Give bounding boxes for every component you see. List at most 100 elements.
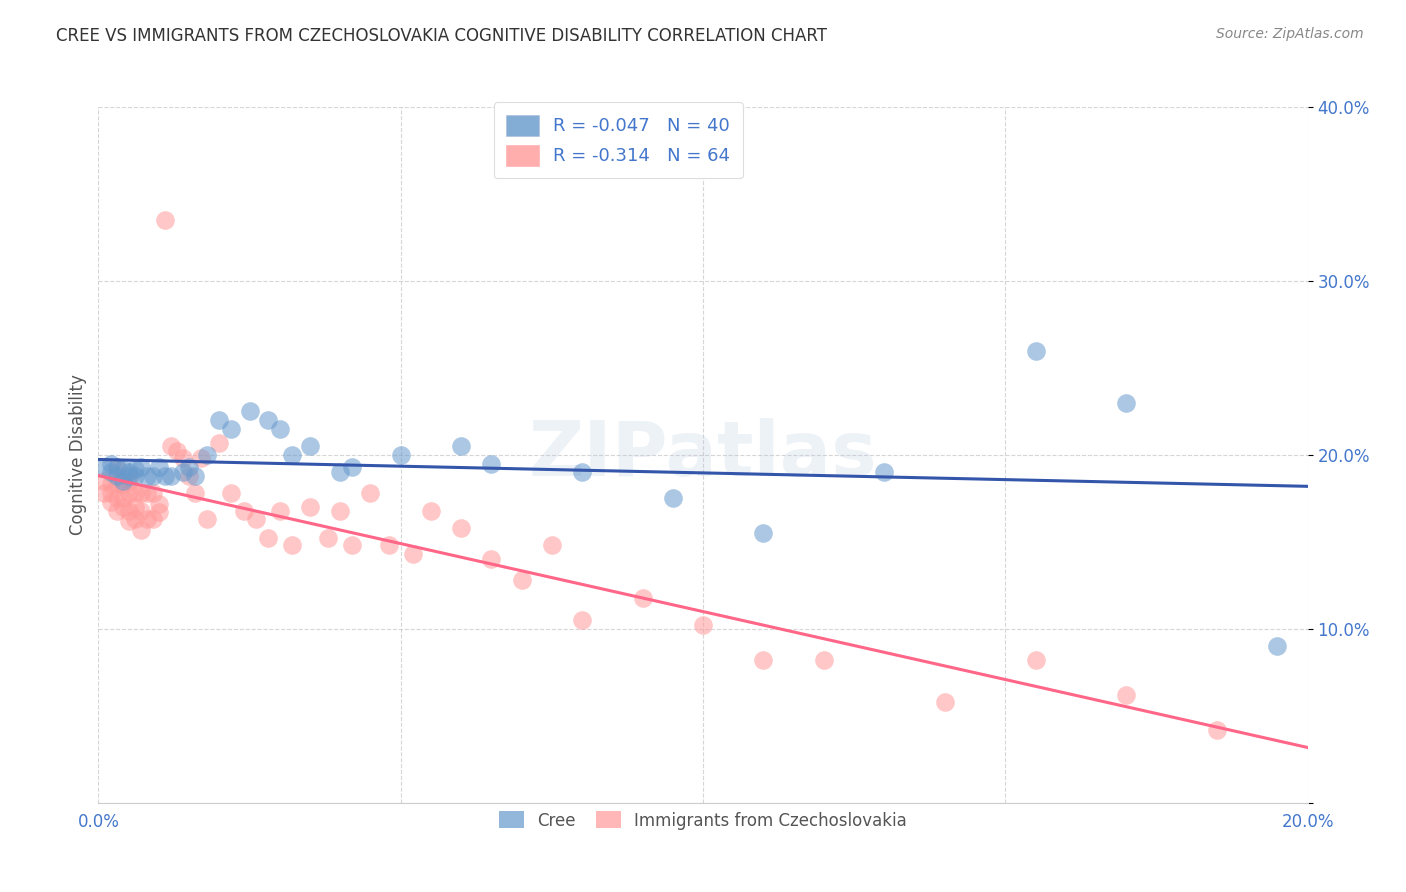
Point: [100, 486, 122, 500]
Point: [299, 439, 322, 453]
Point: [105, 468, 128, 483]
Point: [481, 552, 503, 566]
Text: Source: ZipAtlas.com: Source: ZipAtlas.com: [1216, 27, 1364, 41]
Point: [571, 466, 593, 480]
Point: [142, 468, 165, 483]
Point: [1267, 639, 1289, 653]
Point: [135, 512, 157, 526]
Point: [129, 486, 152, 500]
Point: [813, 653, 835, 667]
Point: [316, 532, 339, 546]
Point: [256, 532, 278, 546]
Point: [1206, 723, 1229, 737]
Point: [153, 213, 176, 227]
Point: [142, 512, 165, 526]
Point: [148, 505, 170, 519]
Point: [631, 591, 654, 605]
Point: [873, 466, 896, 480]
Point: [129, 503, 152, 517]
Point: [118, 486, 141, 500]
Point: [329, 503, 352, 517]
Point: [481, 457, 503, 471]
Point: [124, 486, 146, 500]
Point: [105, 503, 128, 517]
Point: [172, 466, 194, 480]
Point: [360, 486, 382, 500]
Point: [221, 486, 243, 500]
Point: [752, 526, 775, 541]
Point: [661, 491, 683, 506]
Point: [129, 460, 152, 475]
Point: [450, 521, 472, 535]
Point: [124, 500, 146, 514]
Point: [124, 462, 146, 476]
Point: [281, 448, 304, 462]
Point: [342, 460, 364, 475]
Point: [377, 538, 399, 552]
Text: ZIPatlas: ZIPatlas: [529, 418, 877, 491]
Point: [195, 512, 218, 526]
Point: [135, 468, 157, 483]
Legend: Cree, Immigrants from Czechoslovakia: Cree, Immigrants from Czechoslovakia: [492, 805, 914, 836]
Point: [510, 573, 533, 587]
Point: [118, 514, 141, 528]
Point: [208, 435, 231, 450]
Point: [172, 451, 194, 466]
Point: [100, 457, 122, 471]
Point: [1024, 343, 1046, 358]
Point: [166, 444, 188, 458]
Point: [148, 460, 170, 475]
Point: [111, 500, 134, 514]
Point: [93, 460, 115, 475]
Point: [692, 618, 714, 632]
Point: [232, 503, 254, 517]
Point: [299, 500, 322, 514]
Point: [105, 477, 128, 491]
Point: [1115, 688, 1137, 702]
Point: [269, 422, 291, 436]
Point: [571, 613, 593, 627]
Point: [256, 413, 278, 427]
Point: [245, 512, 267, 526]
Point: [190, 451, 212, 466]
Point: [184, 468, 207, 483]
Point: [208, 413, 231, 427]
Point: [195, 448, 218, 462]
Point: [221, 422, 243, 436]
Point: [124, 468, 146, 483]
Point: [111, 477, 134, 491]
Point: [148, 497, 170, 511]
Point: [402, 547, 425, 561]
Point: [118, 466, 141, 480]
Point: [1115, 395, 1137, 409]
Point: [160, 439, 183, 453]
Point: [124, 512, 146, 526]
Point: [100, 477, 122, 491]
Point: [118, 503, 141, 517]
Point: [540, 538, 562, 552]
Point: [934, 695, 956, 709]
Point: [93, 474, 115, 488]
Point: [329, 466, 352, 480]
Point: [752, 653, 775, 667]
Point: [129, 523, 152, 537]
Point: [100, 495, 122, 509]
Point: [239, 404, 262, 418]
Point: [342, 538, 364, 552]
Point: [142, 486, 165, 500]
Point: [100, 466, 122, 480]
Point: [118, 474, 141, 488]
Point: [160, 468, 183, 483]
Point: [135, 486, 157, 500]
Point: [111, 462, 134, 476]
Point: [269, 503, 291, 517]
Point: [179, 460, 201, 475]
Point: [93, 486, 115, 500]
Point: [179, 468, 201, 483]
Point: [389, 448, 412, 462]
Text: CREE VS IMMIGRANTS FROM CZECHOSLOVAKIA COGNITIVE DISABILITY CORRELATION CHART: CREE VS IMMIGRANTS FROM CZECHOSLOVAKIA C…: [56, 27, 827, 45]
Point: [153, 468, 176, 483]
Point: [1024, 653, 1046, 667]
Y-axis label: Cognitive Disability: Cognitive Disability: [69, 375, 87, 535]
Point: [184, 486, 207, 500]
